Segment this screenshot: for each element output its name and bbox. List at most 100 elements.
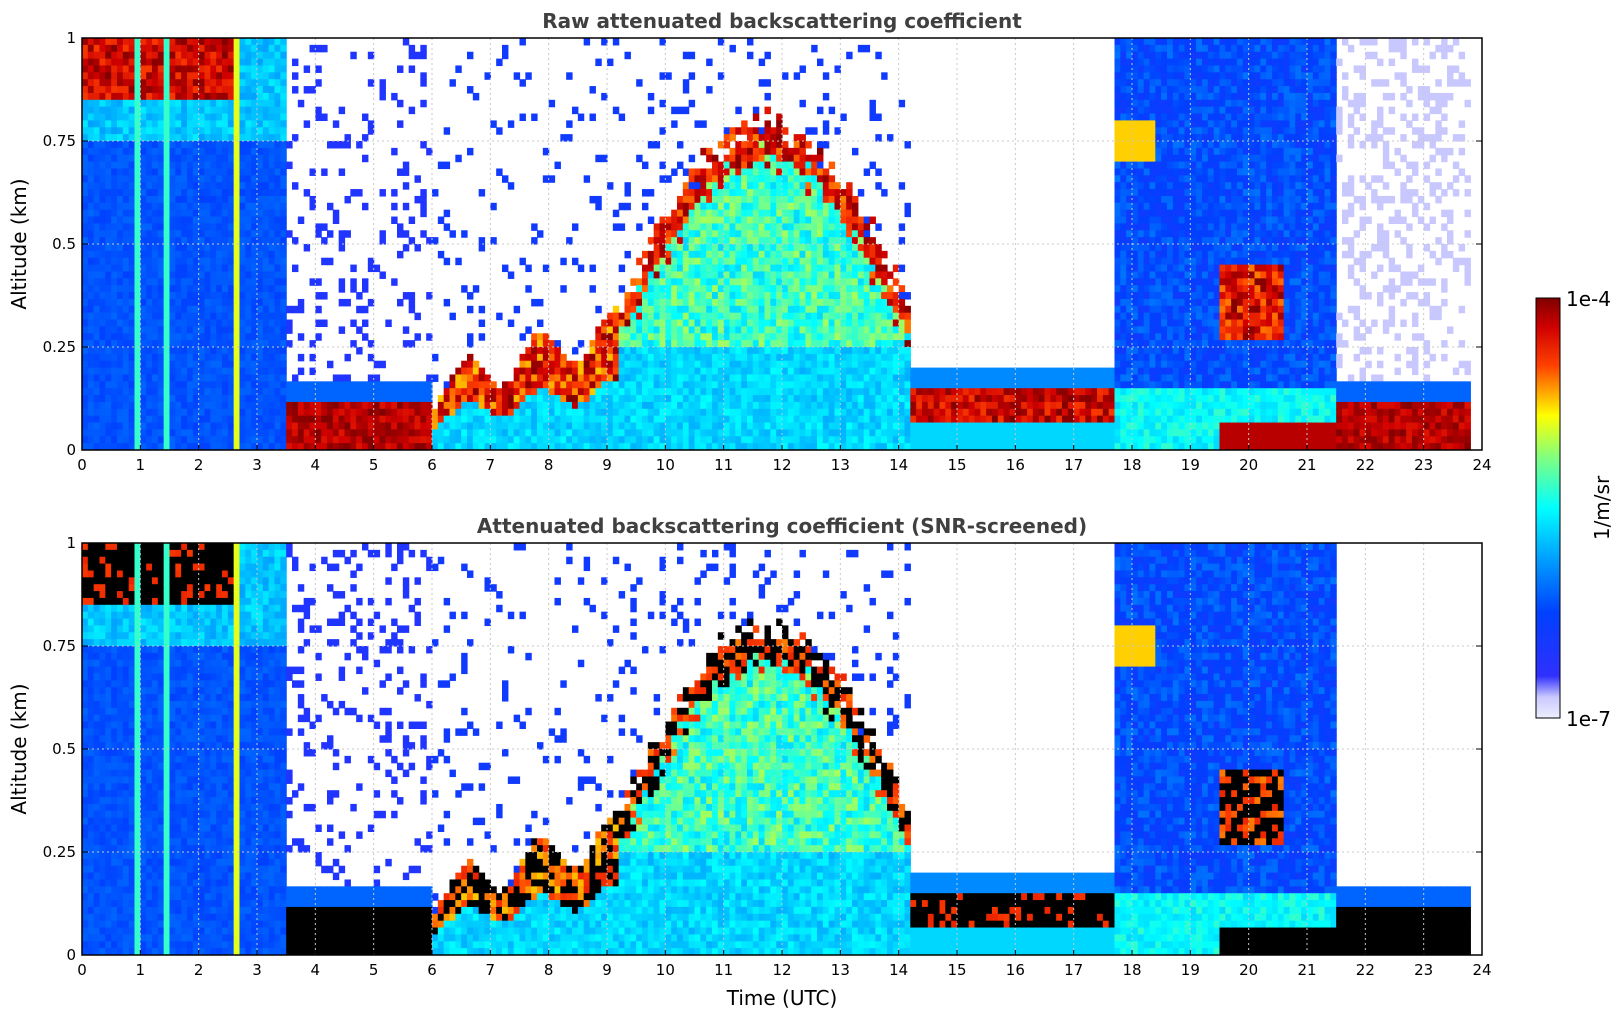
heatmap-cell — [770, 244, 777, 252]
heatmap-cell — [694, 333, 701, 341]
heatmap-cell — [99, 44, 106, 53]
heatmap-cell — [163, 333, 171, 341]
heatmap-cell — [222, 312, 229, 321]
heatmap-cell — [292, 374, 299, 382]
heatmap-cell — [706, 326, 713, 334]
heatmap-cell — [531, 388, 538, 396]
heatmap-cell — [257, 360, 264, 369]
heatmap-cell — [717, 230, 725, 238]
heatmap-cell — [682, 264, 690, 273]
heatmap-cell — [122, 209, 130, 218]
heatmap-cell — [344, 381, 351, 389]
heatmap-cell — [817, 360, 824, 369]
heatmap-cell — [787, 388, 795, 396]
heatmap-cell — [577, 264, 585, 273]
heatmap-cell — [834, 443, 841, 450]
heatmap-cell — [817, 333, 824, 341]
heatmap-cell — [414, 244, 421, 252]
heatmap-cell — [175, 202, 182, 211]
heatmap-cell — [729, 333, 736, 341]
heatmap-cell — [857, 230, 865, 238]
heatmap-cell — [519, 333, 526, 341]
heatmap-cell — [146, 298, 153, 307]
heatmap-cell — [379, 381, 386, 389]
heatmap-cell — [198, 216, 206, 224]
heatmap-cell — [245, 134, 252, 142]
heatmap-cell — [117, 86, 124, 94]
heatmap-cell — [93, 353, 101, 362]
heatmap-cell — [822, 244, 830, 252]
heatmap-cell — [741, 189, 748, 197]
heatmap-cell — [513, 401, 521, 410]
heatmap-cell — [128, 367, 136, 376]
heatmap-cell — [607, 353, 614, 362]
heatmap-cell — [712, 347, 719, 355]
heatmap-cell — [717, 360, 725, 369]
heatmap-cell — [198, 51, 206, 60]
heatmap-cell — [799, 264, 806, 273]
heatmap-cell — [776, 120, 783, 128]
heatmap-cell — [496, 312, 503, 321]
heatmap-cell — [782, 333, 789, 341]
heatmap-cell — [192, 395, 200, 403]
heatmap-cell — [408, 106, 416, 115]
heatmap-cell — [117, 209, 124, 218]
heatmap-cell — [741, 408, 748, 417]
heatmap-cell — [163, 367, 171, 376]
heatmap-cell — [140, 298, 147, 307]
heatmap-cell — [723, 134, 731, 142]
heatmap-cell — [297, 422, 305, 430]
heatmap-cell — [93, 285, 101, 293]
heatmap-cell — [175, 250, 182, 259]
heatmap-cell — [367, 264, 375, 273]
heatmap-cell — [134, 250, 141, 259]
heatmap-cell — [822, 127, 830, 135]
heatmap-cell — [245, 202, 252, 211]
heatmap-cell — [752, 161, 760, 170]
heatmap-cell — [764, 381, 771, 389]
heatmap-cell — [863, 319, 871, 327]
heatmap-cell — [146, 408, 153, 417]
heatmap-cell — [647, 333, 655, 341]
heatmap-cell — [117, 189, 124, 197]
heatmap-cell — [449, 79, 456, 87]
heatmap-cell — [397, 395, 404, 403]
heatmap-cell — [245, 436, 252, 444]
heatmap-cell — [887, 429, 894, 437]
heatmap-cell — [723, 319, 731, 327]
heatmap-cell — [817, 312, 824, 321]
heatmap-cell — [420, 401, 427, 410]
heatmap-cell — [752, 168, 760, 176]
heatmap-cell — [828, 161, 836, 170]
heatmap-cell — [776, 250, 783, 259]
heatmap-cell — [82, 374, 89, 382]
heatmap-cell — [817, 202, 824, 211]
heatmap-cell — [181, 422, 188, 430]
heatmap-cell — [694, 278, 701, 286]
heatmap-cell — [204, 237, 211, 245]
heatmap-cell — [624, 415, 631, 424]
heatmap-cell — [752, 154, 760, 163]
heatmap-cell — [741, 230, 748, 238]
heatmap-cell — [887, 333, 894, 341]
heatmap-cell — [840, 250, 847, 259]
heatmap-cell — [181, 216, 188, 224]
heatmap-cell — [140, 401, 147, 410]
heatmap-cell — [344, 388, 351, 396]
heatmap-cell — [723, 209, 731, 218]
heatmap-cell — [817, 367, 824, 376]
heatmap-cell — [257, 223, 264, 231]
heatmap-cell — [175, 44, 182, 53]
heatmap-cell — [245, 333, 252, 341]
heatmap-cell — [682, 367, 690, 376]
heatmap-cell — [163, 202, 171, 211]
heatmap-cell — [694, 271, 701, 279]
heatmap-cell — [163, 168, 171, 176]
heatmap-cell — [741, 347, 748, 355]
heatmap-cell — [863, 250, 871, 259]
heatmap-cell — [122, 250, 130, 259]
heatmap-cell — [181, 51, 188, 60]
heatmap-cell — [257, 92, 264, 101]
heatmap-cell — [793, 271, 801, 279]
heatmap-cell — [105, 182, 112, 190]
